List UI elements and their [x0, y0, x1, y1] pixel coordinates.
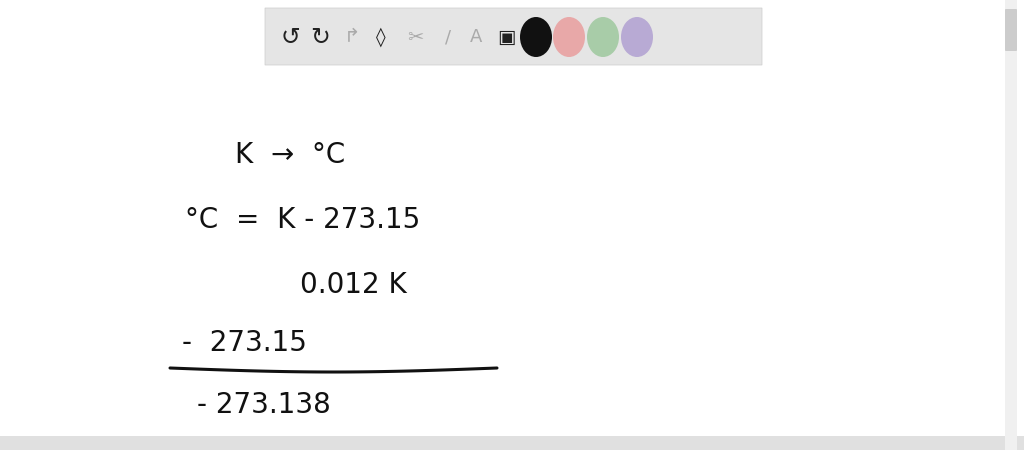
Text: ✂: ✂ [407, 27, 423, 46]
Text: -  273.15: - 273.15 [182, 329, 307, 357]
Text: ↺: ↺ [281, 25, 300, 49]
Ellipse shape [553, 17, 585, 57]
Text: ▣: ▣ [497, 27, 515, 46]
Text: ↱: ↱ [344, 27, 360, 46]
Text: /: / [445, 28, 451, 46]
Text: °C  =  K - 273.15: °C = K - 273.15 [185, 206, 420, 234]
Text: ◊: ◊ [376, 27, 386, 47]
Text: A: A [470, 28, 482, 46]
FancyBboxPatch shape [265, 8, 762, 65]
FancyBboxPatch shape [1005, 0, 1017, 450]
Text: K  →  °C: K → °C [234, 141, 345, 169]
Text: ↻: ↻ [310, 25, 330, 49]
Ellipse shape [621, 17, 653, 57]
Text: - 273.138: - 273.138 [197, 391, 331, 419]
Ellipse shape [587, 17, 618, 57]
FancyBboxPatch shape [1005, 9, 1017, 51]
FancyBboxPatch shape [0, 436, 1024, 450]
Text: 0.012 K: 0.012 K [300, 271, 407, 299]
Ellipse shape [520, 17, 552, 57]
